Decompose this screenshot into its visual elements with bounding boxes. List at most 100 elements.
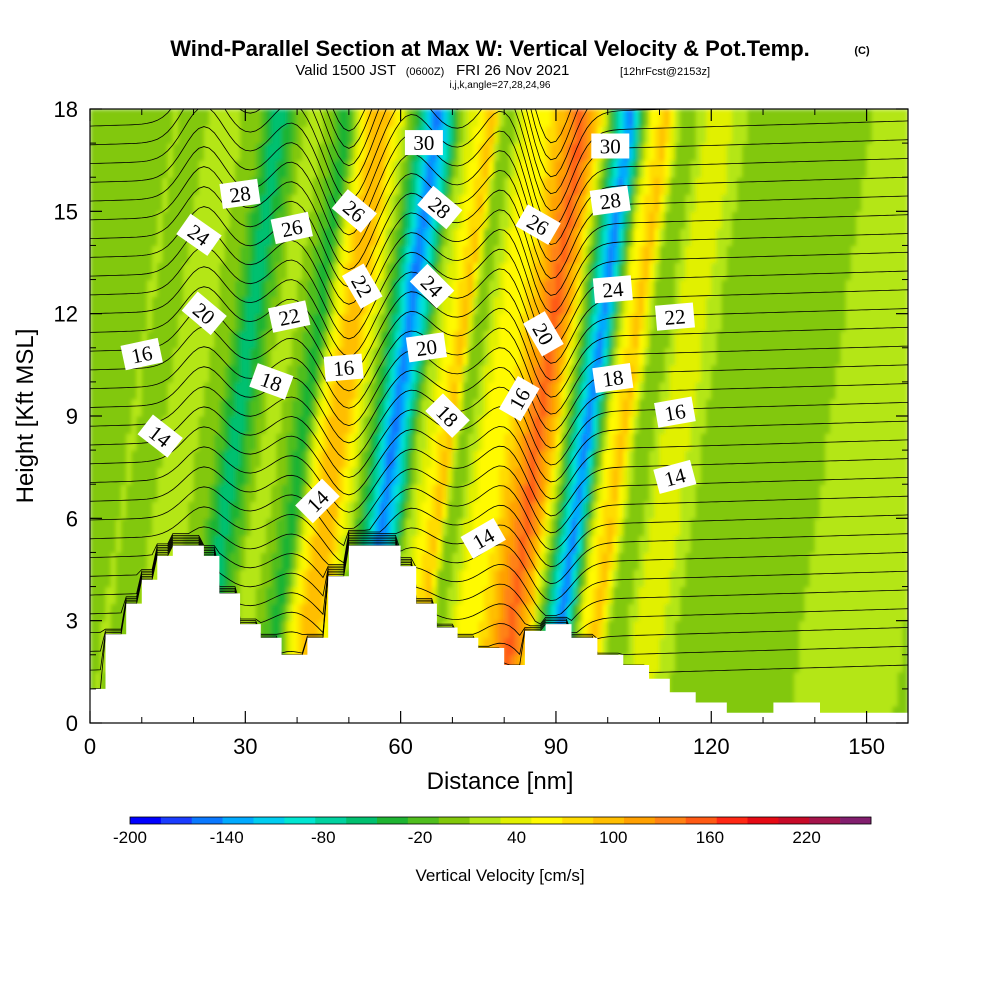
velocity-cell: [297, 637, 303, 656]
velocity-cell: [882, 552, 888, 571]
velocity-cell: [183, 416, 189, 434]
velocity-cell: [499, 381, 505, 400]
velocity-cell: [851, 347, 857, 366]
velocity-cell: [851, 313, 857, 332]
velocity-cell: [566, 552, 573, 571]
velocity-cell: [742, 654, 749, 673]
velocity-cell: [483, 347, 490, 366]
velocity-cell: [291, 262, 298, 281]
velocity-cell: [183, 467, 189, 485]
velocity-cell: [364, 484, 371, 502]
velocity-cell: [726, 228, 733, 247]
velocity-cell: [519, 603, 526, 622]
velocity-cell: [706, 262, 712, 281]
velocity-cell: [856, 398, 863, 417]
velocity-cell: [478, 194, 485, 212]
velocity-cell: [737, 637, 743, 656]
velocity-cell: [835, 688, 842, 707]
velocity-cell: [778, 518, 785, 536]
velocity-cell: [514, 620, 521, 639]
velocity-cell: [224, 245, 231, 264]
velocity-cell: [773, 688, 780, 707]
velocity-cell: [224, 313, 231, 332]
velocity-cell: [695, 211, 702, 229]
velocity-cell: [861, 518, 868, 536]
velocity-cell: [747, 330, 754, 349]
velocity-cell: [561, 296, 567, 315]
velocity-cell: [675, 279, 681, 298]
velocity-cell: [607, 398, 614, 417]
velocity-cell: [561, 484, 567, 502]
velocity-cell: [255, 313, 262, 332]
velocity-cell: [530, 433, 536, 451]
velocity-cell: [266, 296, 272, 315]
velocity-cell: [581, 535, 588, 554]
velocity-cell: [545, 381, 552, 400]
velocity-cell: [514, 245, 521, 264]
velocity-cell: [157, 313, 164, 332]
velocity-cell: [654, 501, 661, 519]
velocity-cell: [162, 467, 169, 485]
velocity-cell: [478, 450, 485, 468]
velocity-cell: [773, 467, 780, 485]
velocity-cell: [317, 364, 324, 383]
velocity-cell: [799, 552, 806, 571]
velocity-cell: [271, 398, 277, 417]
velocity-cell: [835, 347, 842, 366]
subtitle-utc: (0600Z): [406, 66, 445, 78]
velocity-cell: [359, 313, 365, 332]
velocity-cell: [602, 552, 609, 571]
velocity-cell: [297, 518, 303, 536]
velocity-cell: [649, 552, 655, 571]
velocity-cell: [856, 518, 863, 536]
velocity-cell: [649, 433, 655, 451]
velocity-cell: [659, 245, 666, 264]
velocity-cell: [747, 364, 754, 383]
velocity-cell: [897, 194, 904, 212]
velocity-cell: [483, 279, 490, 298]
velocity-cell: [240, 586, 246, 605]
velocity-cell: [876, 637, 883, 656]
velocity-cell: [281, 262, 288, 281]
velocity-cell: [825, 501, 831, 519]
velocity-cell: [167, 330, 174, 349]
velocity-cell: [690, 484, 697, 502]
velocity-cell: [902, 416, 908, 434]
velocity-cell: [214, 245, 221, 264]
velocity-cell: [638, 569, 645, 588]
velocity-cell: [882, 603, 888, 622]
velocity-cell: [555, 296, 562, 315]
velocity-cell: [431, 381, 438, 400]
velocity-cell: [555, 279, 562, 298]
velocity-cell: [209, 245, 215, 264]
velocity-cell: [374, 330, 381, 349]
velocity-cell: [876, 552, 883, 571]
velocity-cell: [623, 347, 630, 366]
velocity-cell: [866, 484, 873, 502]
velocity-cell: [514, 450, 521, 468]
velocity-cell: [348, 330, 355, 349]
velocity-cell: [731, 671, 738, 690]
velocity-cell: [866, 671, 873, 690]
velocity-cell: [131, 518, 138, 536]
velocity-cell: [830, 586, 837, 605]
velocity-cell: [561, 398, 567, 417]
velocity-cell: [322, 433, 329, 451]
velocity-cell: [721, 535, 728, 554]
velocity-cell: [669, 654, 676, 673]
velocity-cell: [675, 484, 681, 502]
velocity-cell: [882, 228, 888, 247]
velocity-cell: [768, 194, 774, 212]
velocity-cell: [788, 688, 795, 707]
velocity-cell: [602, 620, 609, 639]
velocity-cell: [757, 194, 764, 212]
velocity-cell: [737, 245, 743, 264]
velocity-cell: [778, 620, 785, 639]
velocity-cell: [592, 347, 598, 366]
velocity-cell: [307, 245, 314, 264]
velocity-cell: [830, 330, 837, 349]
velocity-cell: [633, 467, 640, 485]
velocity-cell: [794, 586, 800, 605]
velocity-cell: [462, 416, 469, 434]
velocity-cell: [690, 501, 697, 519]
